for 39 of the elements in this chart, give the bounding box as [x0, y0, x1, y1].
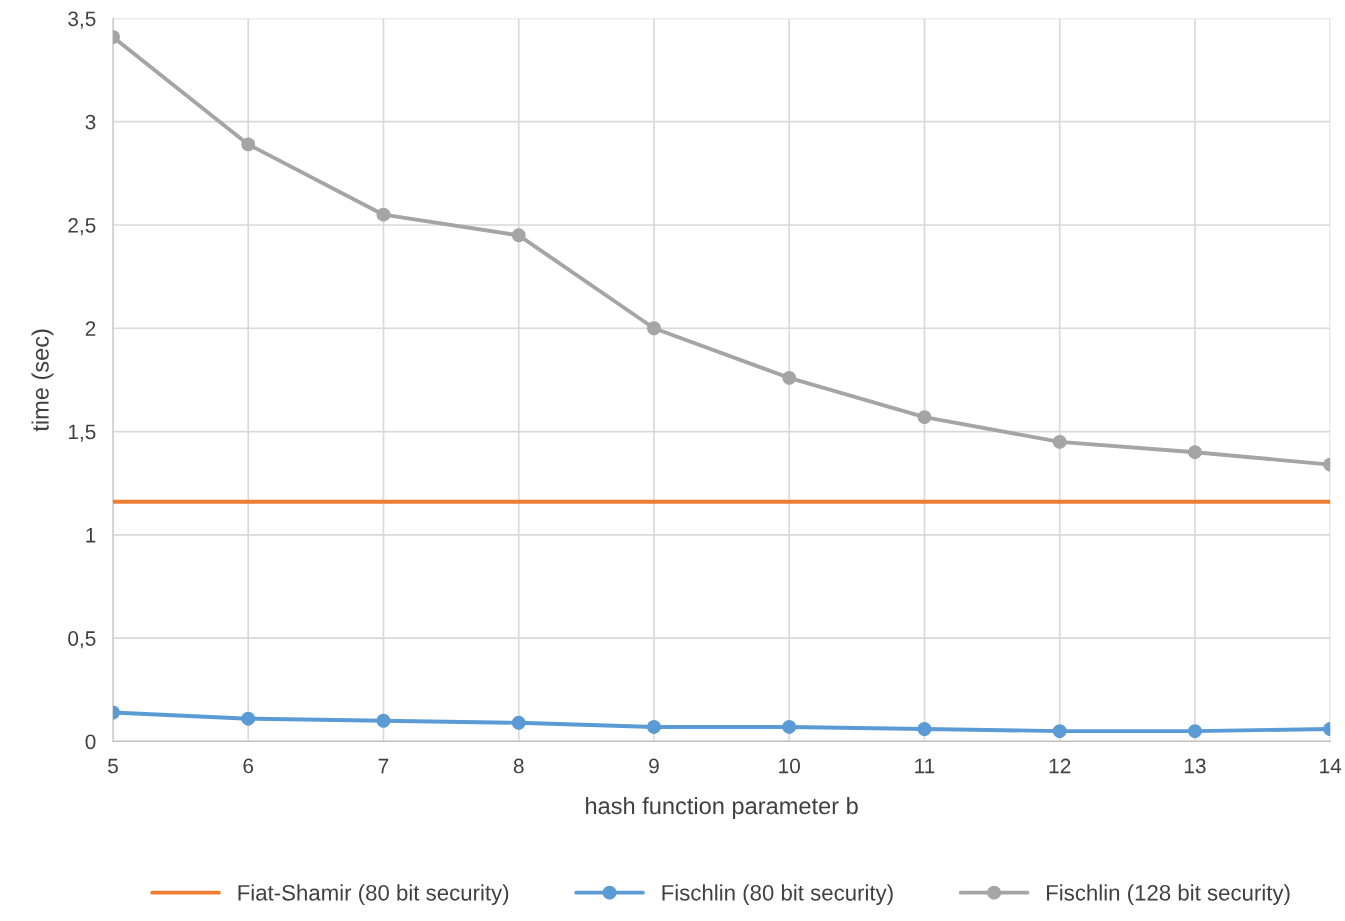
point [917, 410, 932, 425]
y-tick-label: 1 [86, 528, 96, 543]
point [511, 228, 526, 243]
legend-label: Fischlin (80 bit security) [662, 884, 893, 906]
x-tick-label: 8 [513, 758, 524, 774]
point [241, 137, 256, 152]
x-tick-label: 7 [378, 758, 389, 774]
point [1188, 445, 1202, 460]
y-tick-label: 3,5 [68, 11, 96, 29]
x-tick-label: 10 [779, 758, 800, 774]
point [647, 321, 661, 336]
point [376, 207, 391, 222]
x-tick-label: 6 [243, 758, 254, 774]
y-axis-title: time (sec) [31, 329, 54, 432]
y-tick-label: 2,5 [68, 217, 96, 236]
point [782, 370, 797, 385]
point [1188, 724, 1202, 739]
y-tick-label: 3 [85, 114, 96, 130]
point [1052, 724, 1067, 739]
x-tick-label: 14 [1320, 758, 1342, 774]
x-tick-label: 12 [1049, 758, 1071, 774]
y-tick-label: 1,5 [68, 424, 96, 442]
x-tick-label: 13 [1184, 758, 1206, 774]
x-tick-label: 11 [915, 758, 935, 774]
point [917, 722, 932, 736]
legend-label: Fischlin (128 bit security) [1047, 884, 1290, 906]
x-tick-label: 5 [108, 758, 118, 774]
point [782, 720, 797, 734]
y-tick-label: 0 [85, 734, 96, 750]
y-tick-label: 2 [85, 321, 96, 336]
x-tick-label: 9 [649, 758, 659, 774]
x-axis-title: hash function parameter b [586, 796, 858, 819]
point [647, 720, 661, 734]
point [241, 711, 256, 726]
point [511, 715, 526, 730]
legend-label: Fiat-Shamir (80 bit security) [238, 884, 509, 906]
point [376, 713, 391, 728]
y-tick-label: 0,5 [68, 631, 96, 649]
point [1052, 434, 1067, 449]
